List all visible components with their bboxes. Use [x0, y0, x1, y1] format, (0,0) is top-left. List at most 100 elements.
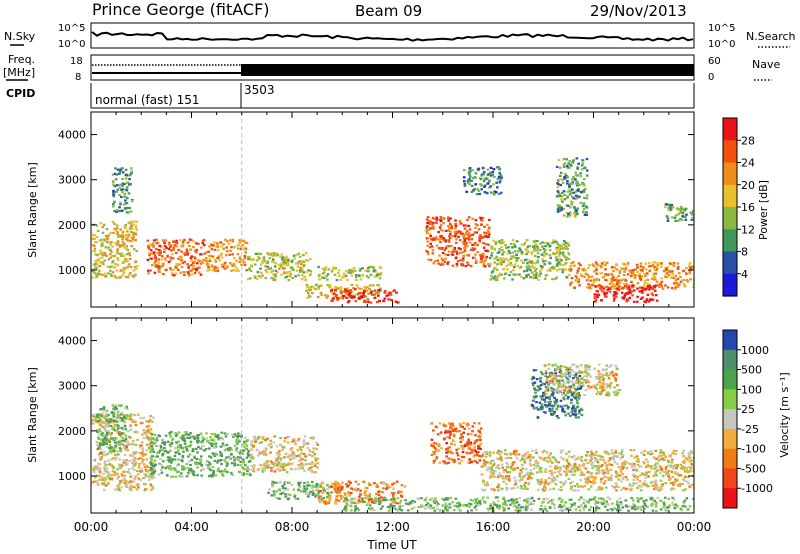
echo-region [480, 448, 694, 492]
velocity-colorbar-label: Velocity [m s⁻¹] [778, 372, 791, 457]
colorbar-swatch [723, 488, 737, 509]
colorbar-swatch [723, 428, 737, 450]
echo-region [530, 368, 584, 419]
nsky-trace [91, 31, 694, 42]
colorbar-swatch [723, 229, 737, 253]
echo-region [149, 430, 252, 478]
colorbar-swatch [723, 369, 737, 390]
colorbar-swatch [723, 468, 737, 489]
colorbar-swatch [723, 251, 737, 275]
scatter-cells [91, 157, 694, 304]
x-tick-label: 16:00 [476, 520, 511, 534]
nsky-label: N.Sky [4, 30, 36, 43]
colorbar-tick-label: 25 [741, 403, 755, 416]
power-ylabel: Slant Range [km] [26, 162, 39, 258]
colorbar-swatch [723, 184, 737, 208]
nsky-tick-top: 10^5 [58, 23, 85, 34]
freq-tick-bottom: 8 [75, 72, 81, 83]
nsearch-tick-bottom: 10^0 [708, 39, 735, 50]
colorbar-tick-label: 24 [741, 157, 755, 170]
echo-region [430, 422, 483, 465]
colorbar-swatch [723, 409, 737, 430]
echo-region [204, 238, 249, 273]
colorbar-swatch [723, 140, 737, 164]
cpid-label: CPID [6, 87, 35, 100]
echo-region [663, 203, 694, 222]
colorbar-tick-label: -100 [741, 443, 766, 456]
colorbar-tick-label: 12 [741, 223, 755, 236]
colorbar-swatch [723, 349, 737, 371]
y-tick-label: 1000 [58, 470, 86, 483]
nsky-tick-bottom: 10^0 [58, 39, 85, 50]
power-panel: 1000 2000 3000 4000 [58, 111, 695, 308]
echo-region [543, 363, 622, 397]
x-tick-label: 08:00 [275, 520, 310, 534]
x-tick-label: 00:00 [74, 520, 109, 534]
colorbar-tick-label: 500 [741, 364, 762, 377]
velocity-ylabel: Slant Range [km] [26, 367, 39, 463]
x-tick-label: 00:00 [677, 520, 712, 534]
colorbar-tick-label: -25 [741, 423, 759, 436]
echo-region [96, 404, 129, 455]
nave-tick-top: 60 [708, 56, 721, 67]
colorbar-frame [722, 329, 738, 509]
freq-label: Freq. [8, 53, 35, 66]
cpid-segment-2: 3503 [244, 83, 275, 97]
nave-label: Nave [752, 58, 780, 71]
velocity-colorbar: 1000 500 100 25 -25 -100 -500 -1000 [722, 329, 773, 509]
scatter-cells [91, 363, 694, 512]
x-tick-label: 20:00 [576, 520, 611, 534]
freq-unit: [MHz] [3, 66, 35, 79]
colorbar-swatch [723, 448, 737, 469]
colorbar-tick-label: 8 [741, 246, 748, 259]
y-tick-label: 2000 [58, 219, 86, 232]
colorbar-swatch [723, 330, 737, 351]
echo-region [462, 166, 503, 196]
nsearch-label: N.Search [746, 30, 796, 43]
date-label: 29/Nov/2013 [590, 2, 687, 20]
y-tick-label: 4000 [58, 335, 86, 348]
x-tick-label: 04:00 [174, 520, 209, 534]
echo-region [317, 480, 407, 505]
echo-region [146, 238, 206, 277]
y-tick-label: 1000 [58, 264, 86, 277]
echo-region [593, 284, 659, 304]
echo-region [317, 265, 383, 282]
station-title: Prince George (fitACF) [92, 0, 270, 19]
colorbar-tick-label: 20 [741, 179, 755, 192]
echo-region [91, 220, 139, 279]
colorbar-swatch [723, 389, 737, 410]
x-tick-label: 12:00 [375, 520, 410, 534]
velocity-panel: 1000 2000 3000 4000 00:00 04:00 08:00 12:00 16:0… [58, 317, 712, 534]
colorbar-swatch [723, 273, 737, 297]
echo-region [488, 238, 571, 282]
colorbar-tick-label: 1000 [741, 344, 769, 357]
nsky-panel [90, 22, 695, 49]
colorbar-tick-label: 100 [741, 383, 762, 396]
freq-tick-top: 18 [70, 56, 83, 67]
echo-region [247, 252, 313, 282]
power-colorbar: 28 24 20 16 12 8 4 [722, 117, 755, 297]
echo-region [329, 288, 400, 304]
colorbar-tick-label: 28 [741, 134, 755, 147]
y-tick-label: 3000 [58, 174, 86, 187]
colorbar-swatch [723, 118, 737, 141]
echo-region [111, 167, 134, 214]
y-tick-label: 3000 [58, 380, 86, 393]
echo-region [343, 496, 694, 512]
colorbar-tick-label: -1000 [741, 482, 773, 495]
y-tick-label: 2000 [58, 425, 86, 438]
colorbar-swatch [723, 207, 737, 230]
colorbar-tick-label: -500 [741, 462, 766, 475]
y-tick-label: 4000 [58, 129, 86, 142]
freq-trace-late [241, 64, 694, 76]
echo-region [425, 215, 491, 268]
colorbar-tick-label: 16 [741, 201, 755, 214]
time-xlabel: Time UT [366, 538, 417, 552]
colorbar-swatch [723, 162, 737, 186]
echo-region [249, 435, 320, 474]
beam-label: Beam 09 [355, 2, 422, 20]
nave-tick-bottom: 0 [708, 72, 714, 83]
nsearch-tick-top: 10^5 [708, 23, 735, 34]
